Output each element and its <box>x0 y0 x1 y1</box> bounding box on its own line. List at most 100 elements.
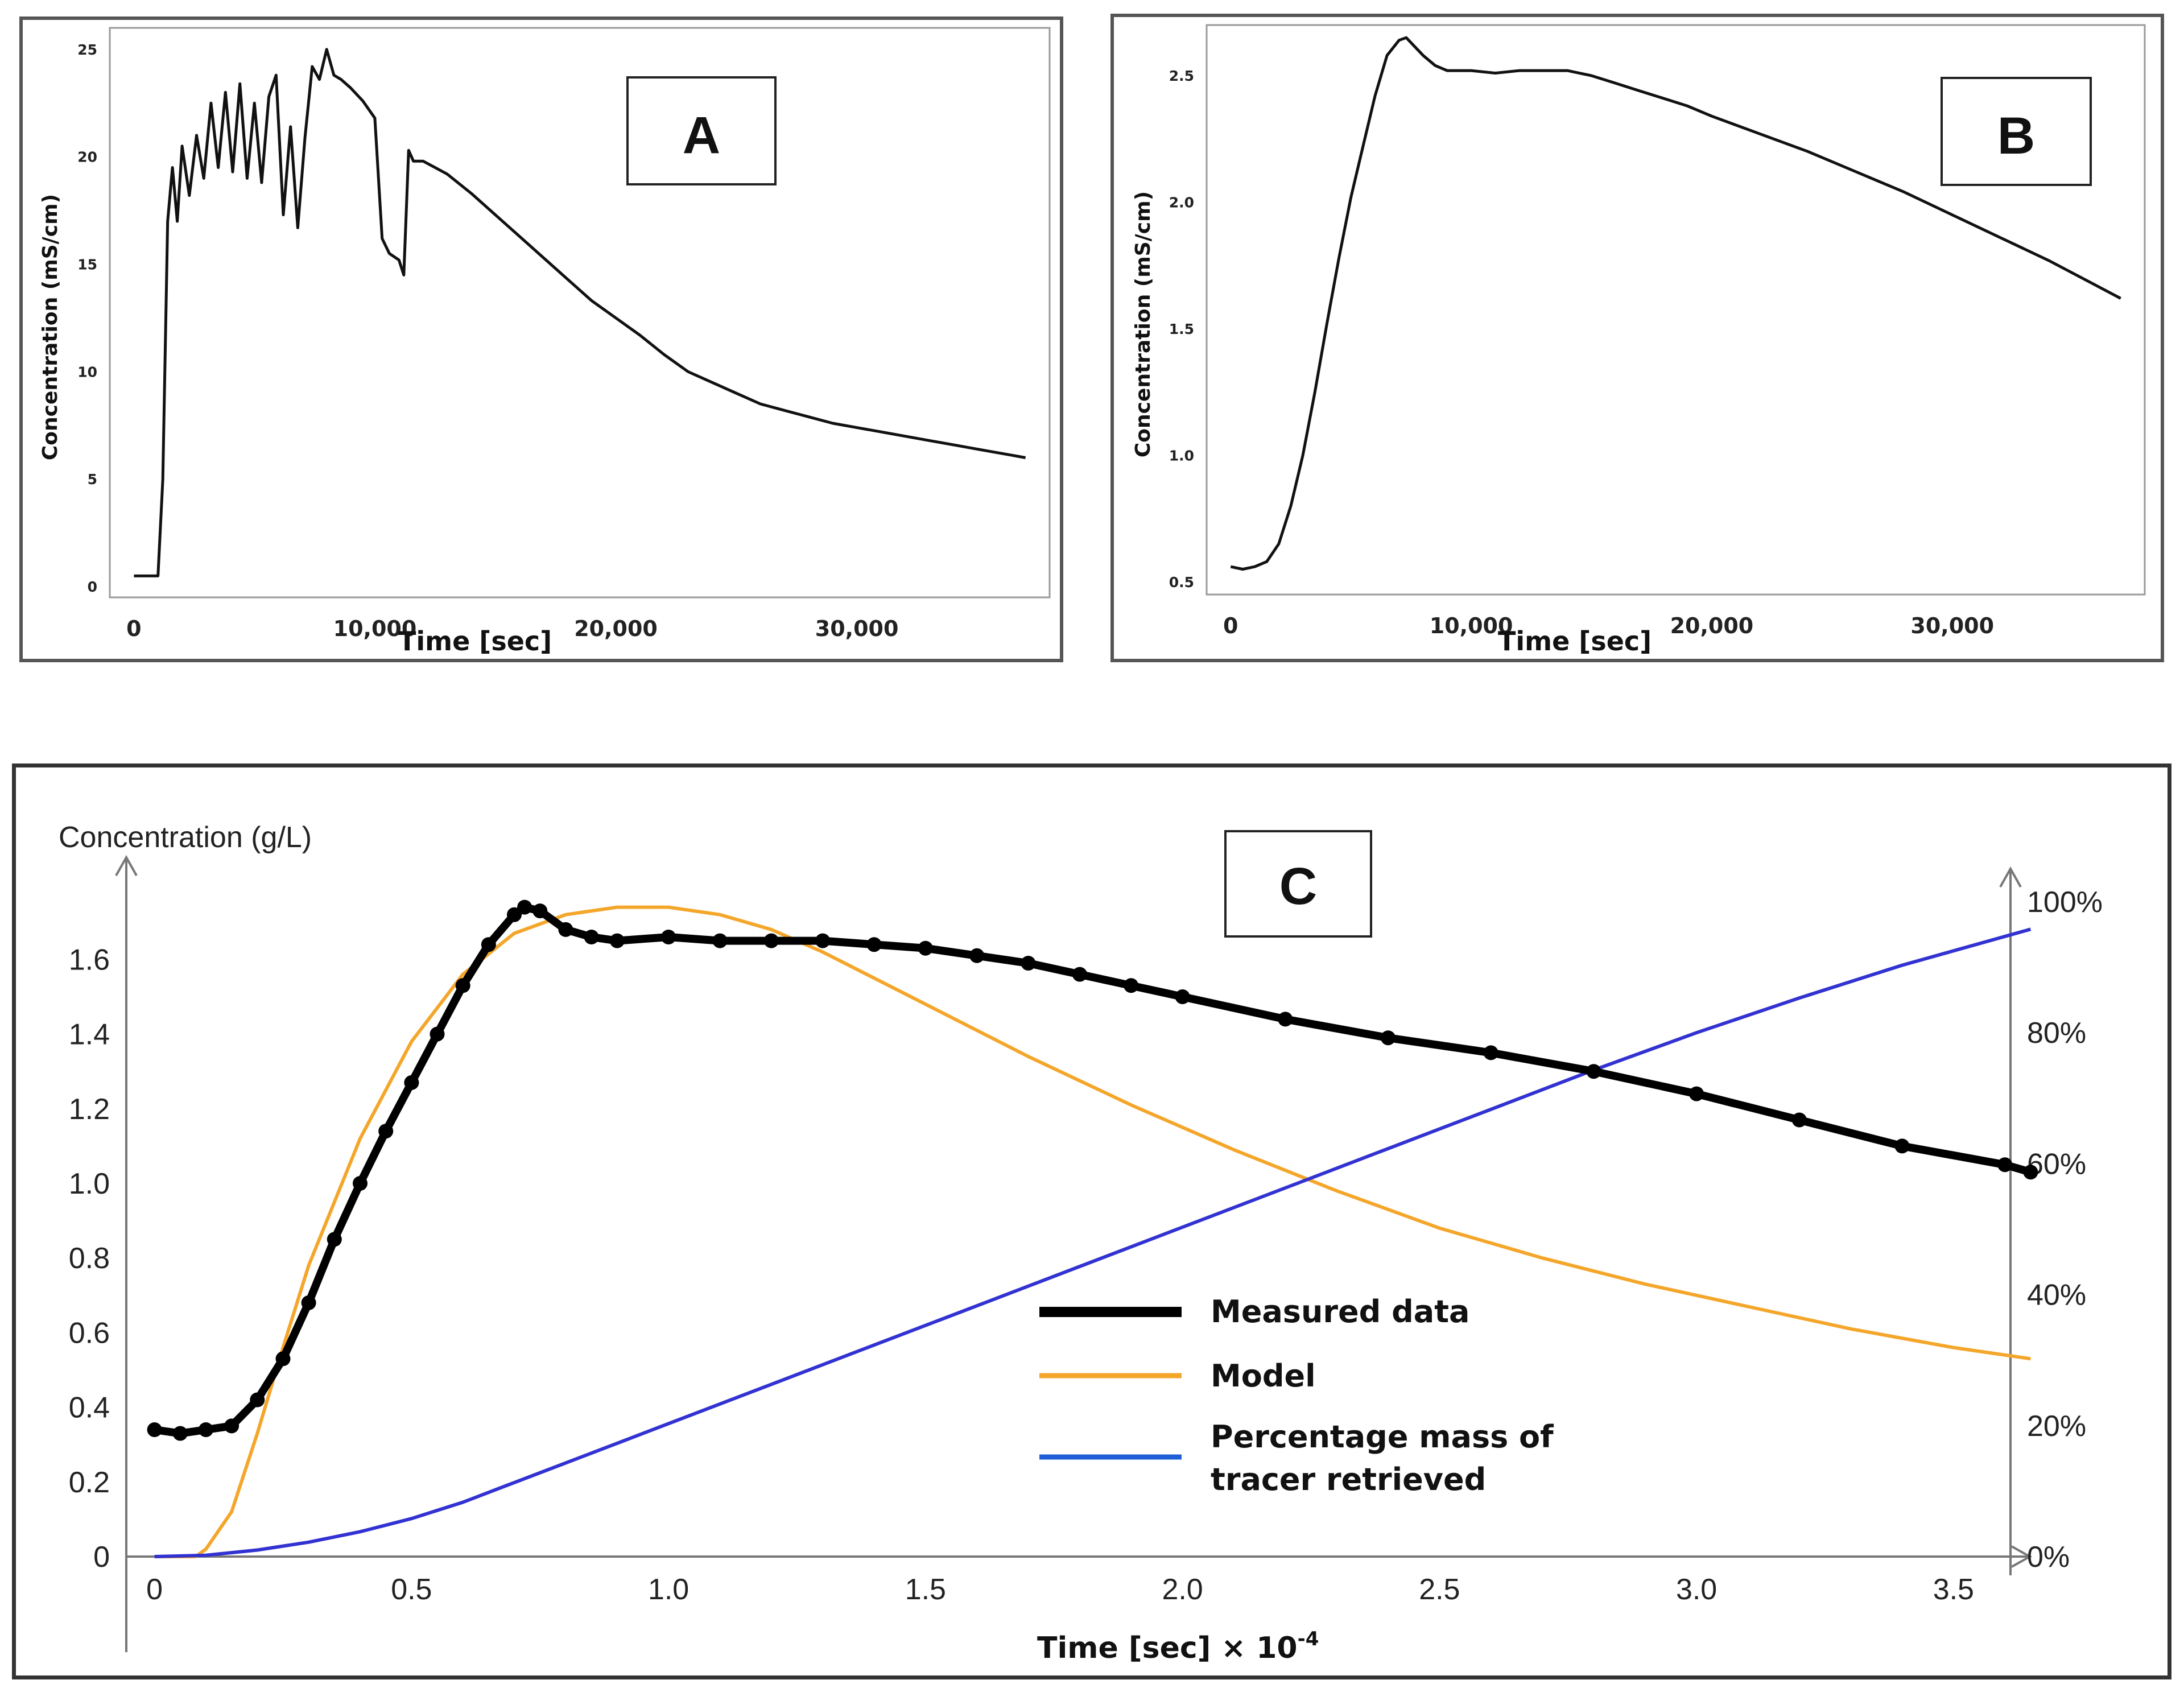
chart-a-y-axis-label: Concentration (mS/cm) <box>39 194 62 460</box>
chart-c-x-axis-arrow <box>2011 1545 2033 1568</box>
chart-c-x-tick-label: 1.0 <box>648 1573 689 1606</box>
chart-c-measured-point <box>815 933 831 948</box>
chart-c-x-tick-label: 0 <box>146 1573 163 1606</box>
chart-c-measured-point <box>532 903 548 919</box>
chart-c-label-box: C <box>1224 830 1372 938</box>
chart-c-label: C <box>1279 857 1317 915</box>
chart-c-right-axis-arrow <box>1999 866 2022 888</box>
chart-c-measured-point <box>558 922 573 937</box>
chart-a-x-tick-label: 30,000 <box>815 616 899 641</box>
chart-c-measured-point <box>763 933 779 948</box>
chart-a-x-axis-label: Time [sec] <box>398 626 552 657</box>
chart-c-y2-tick-label: 0% <box>2027 1541 2070 1574</box>
chart-c-measured-line <box>150 903 2035 1438</box>
legend-label-percentage-line1: Percentage mass of <box>1211 1419 1554 1455</box>
chart-c-measured-point <box>866 937 882 952</box>
chart-c-y-tick-label: 0 <box>93 1541 110 1574</box>
chart-a-y-tick-label: 10 <box>77 364 97 380</box>
legend-label-measured: Measured data <box>1211 1294 1469 1330</box>
chart-c-measured-point <box>1124 978 1139 993</box>
chart-c-measured-point <box>327 1232 342 1247</box>
chart-b-plot-area: 0 10,000 20,000 30,000 0.5 1.0 1.5 2.0 2.5 <box>1169 24 2146 638</box>
chart-c-y-tick-label: 0.2 <box>69 1466 110 1499</box>
chart-c-plot-area: 0 0.5 1.0 1.5 2.0 2.5 3.0 3.5 0 0.2 0.4 0.6 0.8 1.0 1.… <box>69 855 2103 1652</box>
chart-c-legend: Measured data Model Percentage mass of t… <box>1039 1294 1554 1497</box>
chart-c-x-axis-label-text: Time [sec] × 10 <box>1037 1631 1298 1665</box>
chart-a-x-tick-label: 10,000 <box>333 616 417 641</box>
chart-a-svg: 0 10,000 20,000 30,000 0 5 10 15 20 25 Time [sec]… <box>39 27 1051 657</box>
chart-c-x-tick-label: 1.5 <box>905 1573 946 1606</box>
panel-c: 0 0.5 1.0 1.5 2.0 2.5 3.0 3.5 0 0.2 0.4 0.6 0.8 1.0 1.… <box>12 763 2171 1679</box>
chart-c-measured-point <box>918 940 933 956</box>
chart-b-x-tick-label: 20,000 <box>1670 613 1754 638</box>
chart-c-x-axis-label: Time [sec] × 10-4 <box>1037 1628 1319 1665</box>
chart-c-x-axis-label-exponent: -4 <box>1298 1628 1319 1650</box>
chart-c-measured-point <box>224 1418 240 1434</box>
chart-c-measured-point <box>1586 1064 1601 1079</box>
chart-a-y-tick-label: 20 <box>77 149 97 166</box>
chart-b-x-tick-label: 0 <box>1223 613 1238 638</box>
legend-label-model: Model <box>1211 1358 1316 1394</box>
chart-c-x-tick-label: 3.0 <box>1676 1573 1717 1606</box>
chart-b-y-tick-label: 1.5 <box>1169 321 1194 337</box>
chart-c-measured-point <box>198 1422 213 1437</box>
panel-b: 0 10,000 20,000 30,000 0.5 1.0 1.5 2.0 2.5 Time … <box>1110 14 2164 662</box>
chart-b-y-tick-label: 2.5 <box>1169 68 1194 84</box>
chart-a-y-tick-label: 5 <box>88 471 97 488</box>
chart-a-label: A <box>683 106 720 164</box>
chart-c-x-tick-label: 2.0 <box>1162 1573 1203 1606</box>
chart-c-measured-point <box>609 933 625 948</box>
chart-c-svg: 0 0.5 1.0 1.5 2.0 2.5 3.0 3.5 0 0.2 0.4 0.6 0.8 1.0 1.… <box>59 821 2103 1665</box>
chart-c-y2-tick-label: 80% <box>2027 1017 2086 1050</box>
chart-c-y-tick-label: 0.6 <box>69 1316 110 1349</box>
chart-c-y2-tick-label: 40% <box>2027 1279 2086 1312</box>
chart-c-measured-point <box>507 907 522 922</box>
chart-b-y-tick-label: 1.0 <box>1169 447 1194 464</box>
chart-c-measured-point <box>969 948 985 963</box>
chart-c-measured-point <box>430 1026 445 1042</box>
chart-c-measured-point <box>147 1422 162 1437</box>
chart-c-measured-point <box>481 937 496 952</box>
chart-a-label-box: A <box>626 76 777 185</box>
chart-c-measured-point <box>455 978 470 993</box>
chart-c-measured-point <box>1483 1045 1498 1060</box>
chart-c-measured-point <box>712 933 728 948</box>
chart-c-y-tick-label: 1.4 <box>69 1018 110 1051</box>
chart-a-y-tick-label: 0 <box>88 579 97 595</box>
chart-c-y-tick-label: 0.4 <box>69 1392 110 1425</box>
chart-b-series-line <box>1230 36 2121 571</box>
chart-c-measured-point <box>404 1075 419 1090</box>
chart-c-y-tick-label: 1.6 <box>69 943 110 976</box>
chart-c-measured-point <box>378 1124 394 1139</box>
chart-b-y-tick-label: 2.0 <box>1169 194 1194 211</box>
chart-c-measured-point <box>1175 989 1190 1004</box>
chart-c-y2-tick-label: 100% <box>2027 886 2103 919</box>
chart-c-measured-point <box>1381 1030 1396 1046</box>
chart-c-percentage-line <box>154 927 2032 1558</box>
chart-c-measured-point <box>1021 956 1036 971</box>
chart-c-x-tick-label: 0.5 <box>391 1573 432 1606</box>
chart-b-label-box: B <box>1941 77 2092 186</box>
chart-b-x-tick-label: 30,000 <box>1910 613 1994 638</box>
chart-c-y-axis-label: Concentration (g/L) <box>59 821 312 854</box>
chart-c-y-tick-label: 0.8 <box>69 1242 110 1275</box>
chart-a-plot-frame <box>109 27 1051 599</box>
chart-b-y-tick-label: 0.5 <box>1169 574 1194 591</box>
chart-c-measured-point <box>2023 1165 2038 1180</box>
chart-c-measured-point <box>1894 1138 1910 1154</box>
chart-c-measured-point <box>661 930 676 944</box>
chart-a-series-line <box>134 48 1026 577</box>
chart-c-measured-point <box>1689 1086 1704 1101</box>
chart-c-x-tick-label: 2.5 <box>1419 1573 1460 1606</box>
chart-c-measured-point <box>1072 967 1087 982</box>
chart-b-x-axis-label: Time [sec] <box>1498 626 1652 657</box>
chart-a-x-tick-label: 0 <box>126 616 141 641</box>
chart-a-x-tick-label: 20,000 <box>574 616 658 641</box>
chart-b-svg: 0 10,000 20,000 30,000 0.5 1.0 1.5 2.0 2.5 Time … <box>1132 24 2146 657</box>
chart-c-x-tick-label: 3.5 <box>1933 1573 1974 1606</box>
chart-b-y-axis-label: Concentration (mS/cm) <box>1132 191 1155 457</box>
chart-c-y2-tick-label: 20% <box>2027 1410 2086 1443</box>
chart-c-measured-point <box>301 1295 316 1310</box>
chart-c-y-tick-label: 1.0 <box>69 1167 110 1200</box>
chart-c-left-axis-arrow <box>115 855 138 876</box>
